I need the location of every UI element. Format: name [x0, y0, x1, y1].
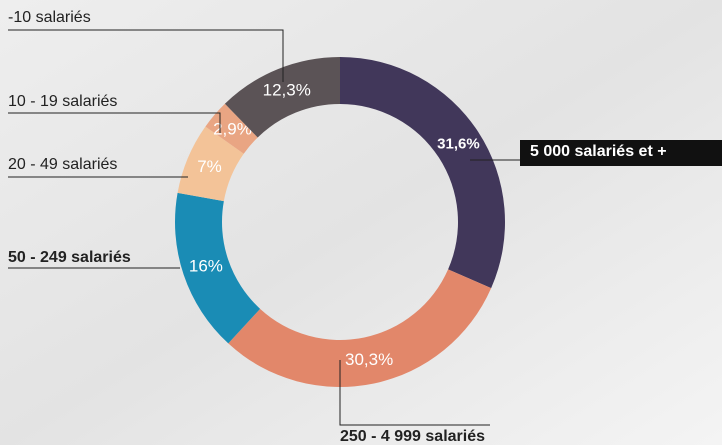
slice-label: 7%: [197, 157, 222, 176]
category-label: 5 000 salariés et +: [530, 143, 667, 160]
slice-label: 31,6%: [437, 136, 480, 153]
slice-label: 16%: [189, 257, 223, 276]
category-label: 50 - 249 salariés: [8, 249, 131, 266]
chart: 31,6%30,3%16%7%2,9%12,3%5 000 salariés e…: [0, 0, 722, 445]
slice-label: 12,3%: [263, 80, 311, 99]
category-label: 10 - 19 salariés: [8, 93, 117, 110]
category-label: 20 - 49 salariés: [8, 156, 117, 173]
category-label: 250 - 4 999 salariés: [340, 428, 485, 445]
slice-label: 30,3%: [345, 350, 393, 369]
category-label: -10 salariés: [8, 9, 91, 26]
